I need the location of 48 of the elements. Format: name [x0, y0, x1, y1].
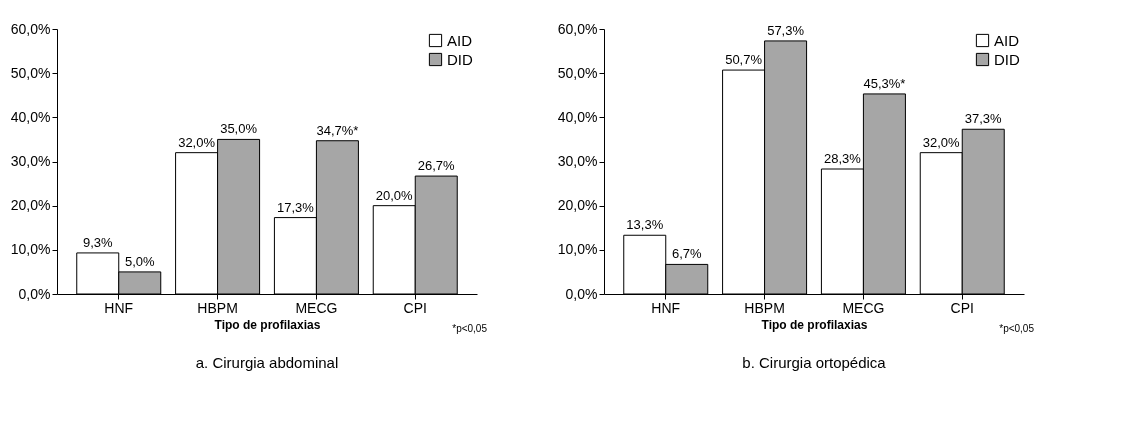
text: b. Cirurgia ortopédica [742, 354, 887, 371]
x-axis-title: Tipo de profilaxias [761, 317, 868, 332]
x-tick-label: HNF [104, 299, 134, 316]
data-label: 20,0% [375, 187, 414, 203]
data-label: 6,7% [671, 246, 703, 262]
y-tick-label: 30,0% [557, 153, 598, 169]
y-tick-label: 0,0% [18, 285, 51, 302]
data-label: 45,3%* [863, 75, 906, 91]
data-label: 35,0% [220, 121, 258, 137]
data-label: 28,3% [823, 151, 862, 167]
x-tick-label: MECG [295, 299, 338, 316]
y-tick-label: 40,0% [10, 108, 51, 125]
y-tick-label: 30,0% [10, 153, 51, 169]
legend-label: AID [447, 31, 473, 49]
data-label: 32,0% [178, 134, 216, 150]
y-tick-label: 50,0% [10, 64, 51, 81]
data-label: 9,3% [82, 234, 114, 250]
y-tick-label: 50,0% [557, 64, 598, 81]
x-tick-label: MECG [842, 299, 885, 316]
data-label: 50,7% [725, 52, 763, 68]
data-label: 13,3% [626, 217, 664, 233]
text: *p<0,05 [452, 323, 488, 334]
data-label: 57,3% [767, 22, 805, 38]
y-tick-label: 20,0% [10, 197, 51, 214]
legend-label: AID [994, 31, 1020, 49]
data-label: 26,7% [417, 158, 456, 174]
x-tick-label: HNF [651, 299, 681, 316]
data-label: 37,3% [964, 111, 1003, 127]
y-tick-label: 10,0% [10, 241, 51, 258]
y-tick-label: 60,0% [557, 20, 598, 37]
text: *p<0,05 [999, 323, 1035, 334]
y-tick-label: 60,0% [10, 20, 51, 37]
y-tick-label: 20,0% [557, 197, 598, 214]
data-label: 5,0% [124, 253, 156, 269]
legend-label: DID [447, 50, 473, 68]
legend-label: DID [994, 50, 1020, 68]
data-label: 17,3% [276, 199, 315, 215]
x-tick-label: CPI [950, 299, 974, 316]
x-axis-title: Tipo de profilaxias [214, 317, 321, 332]
x-tick-label: CPI [403, 299, 427, 316]
y-tick-label: 0,0% [565, 285, 598, 302]
data-label: 32,0% [922, 134, 961, 150]
text: a. Cirurgia abdominal [195, 354, 339, 371]
y-tick-label: 10,0% [557, 241, 598, 258]
y-tick-label: 40,0% [557, 108, 598, 125]
x-tick-label: HBPM [197, 299, 238, 316]
data-label: 34,7%* [316, 122, 359, 138]
x-tick-label: HBPM [744, 299, 785, 316]
